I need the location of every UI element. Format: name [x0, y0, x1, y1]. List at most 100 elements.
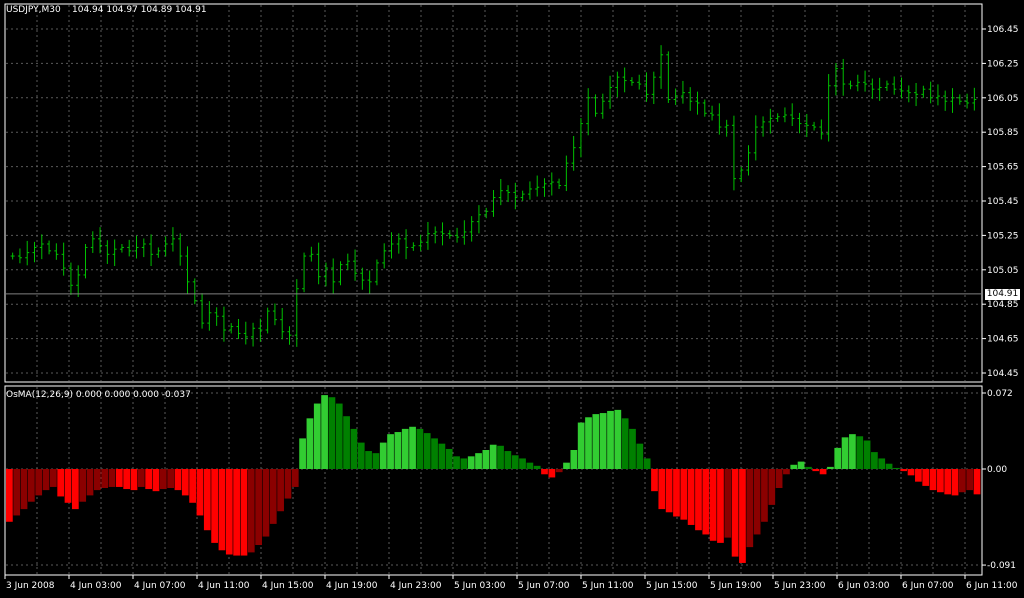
osma-bar — [585, 417, 592, 469]
price-bar — [804, 113, 809, 138]
osma-bar — [6, 469, 13, 522]
time-tick-label: 6 Jun 07:00 — [902, 581, 954, 591]
price-bar — [309, 246, 314, 262]
price-axis: 106.45 106.25 106.05 105.85 105.65 105.45 105.… — [982, 25, 1019, 379]
price-bar — [221, 306, 226, 342]
osma-bar — [306, 418, 314, 469]
price-bar — [68, 262, 73, 295]
price-bar — [119, 244, 124, 253]
price-bar — [178, 233, 183, 266]
osma-bar — [687, 469, 695, 525]
osma-bar — [849, 434, 856, 469]
price-bar — [906, 85, 911, 103]
osma-bar — [240, 469, 248, 556]
price-tick-label: 105.45 — [987, 197, 1019, 207]
price-bar — [819, 119, 824, 140]
price-bar — [943, 90, 948, 111]
osma-bar — [49, 469, 57, 487]
price-bar — [149, 234, 154, 267]
price-bar — [229, 323, 234, 334]
osma-bar — [269, 469, 277, 524]
price-bar — [717, 103, 722, 135]
osma-bar — [497, 445, 504, 469]
current-price-badge: 104.91 — [985, 289, 1020, 300]
price-bar — [353, 249, 358, 281]
osma-bar — [570, 450, 578, 469]
osma-bar — [651, 469, 658, 492]
osma-bar — [841, 437, 849, 469]
osma-bar — [805, 466, 812, 469]
price-bar — [739, 166, 744, 183]
price-bar — [440, 222, 445, 246]
osma-bar — [959, 469, 966, 493]
price-bar — [775, 113, 780, 122]
price-bar — [287, 326, 292, 345]
osma-bar — [277, 469, 284, 512]
time-tick-label: 5 Jun 23:00 — [774, 581, 826, 591]
price-bar — [462, 220, 467, 245]
price-bar — [10, 252, 15, 260]
osma-bar — [717, 469, 724, 543]
osma-bar — [387, 434, 394, 469]
osma-bar — [922, 469, 930, 486]
price-bar — [491, 189, 496, 217]
price-tick-label: 104.45 — [987, 369, 1019, 379]
time-axis: 3 Jun 2008 4 Jun 03:00 4 Jun 07:00 4 Jun 11… — [4, 575, 1018, 591]
osma-bar — [482, 450, 490, 469]
osma-bar — [533, 465, 541, 469]
osma-bar — [123, 469, 131, 490]
time-tick-label: 4 Jun 23:00 — [390, 581, 442, 591]
price-bar — [935, 84, 940, 106]
price-bar — [17, 248, 22, 264]
osma-bar — [196, 469, 204, 516]
price-bar — [702, 99, 707, 117]
price-bar — [112, 239, 117, 267]
osma-bar — [93, 469, 101, 491]
osma-bar — [695, 469, 702, 531]
osma-bar — [592, 414, 600, 469]
price-bar — [731, 115, 736, 191]
price-bar — [848, 80, 853, 90]
price-bar — [323, 262, 328, 287]
time-tick-label: 4 Jun 03:00 — [70, 581, 122, 591]
price-bar — [629, 77, 634, 86]
osma-bar — [181, 469, 189, 496]
osma-bar — [64, 469, 72, 503]
osma-bar — [445, 448, 453, 469]
osma-bar — [504, 451, 512, 469]
osma-bar — [365, 451, 372, 469]
price-bar — [476, 205, 481, 234]
price-bar — [782, 107, 787, 123]
price-bar — [513, 182, 518, 210]
osma-bar — [541, 469, 548, 475]
price-bar — [258, 318, 263, 342]
price-bar — [360, 267, 365, 290]
ohlc-values-label: 104.94 104.97 104.89 104.91 — [72, 5, 207, 15]
price-tick-label: 106.25 — [987, 59, 1019, 69]
price-bar — [374, 259, 379, 286]
osma-axis: 0.072 0.00 -0.091 — [982, 389, 1016, 571]
osma-bar — [673, 469, 680, 517]
osma-bar — [629, 428, 636, 469]
price-bar — [877, 77, 882, 101]
osma-bar — [812, 469, 820, 472]
price-bar — [768, 108, 773, 134]
osma-bar — [753, 469, 761, 535]
price-bar — [950, 88, 955, 113]
osma-bar — [951, 469, 959, 496]
price-bar — [54, 243, 59, 260]
osma-bar — [665, 469, 673, 513]
price-bar — [447, 230, 452, 239]
osma-bar — [409, 426, 416, 469]
osma-pane-frame — [4, 385, 983, 576]
osma-bar — [189, 469, 197, 503]
price-bar — [797, 112, 802, 134]
price-bar — [243, 321, 248, 345]
osma-bar — [511, 455, 519, 469]
osma-bar — [372, 453, 380, 469]
osma-bar — [819, 469, 827, 475]
osma-bar — [797, 461, 805, 469]
price-tick-label: 104.65 — [987, 335, 1019, 345]
